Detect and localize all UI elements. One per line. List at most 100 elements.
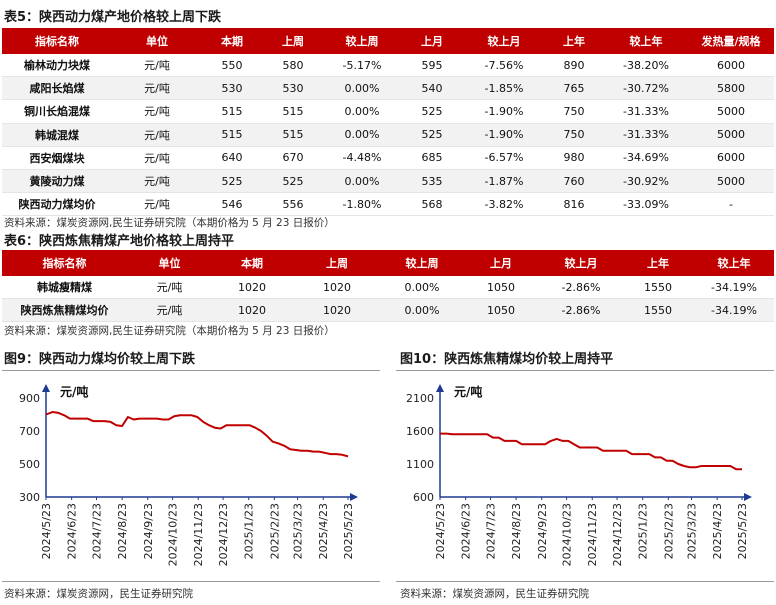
table-cell: - <box>688 192 774 217</box>
table-cell: 元/吨 <box>112 123 202 147</box>
table-cell: 540 <box>400 76 464 101</box>
row-label: 韩城瘦精煤 <box>2 276 127 299</box>
x-tick-label: 2024/10/23 <box>561 503 574 566</box>
y-axis-arrow <box>42 384 50 392</box>
x-tick-label: 2025/1/23 <box>243 503 256 559</box>
column-header: 较上年 <box>604 28 688 54</box>
x-tick-label: 2024/8/23 <box>510 503 523 559</box>
table-cell: 5800 <box>688 76 774 101</box>
table-cell: 元/吨 <box>127 276 212 299</box>
column-header: 较上周 <box>324 28 400 54</box>
table-cell: 0.00% <box>324 76 400 101</box>
table-cell: 元/吨 <box>112 146 202 170</box>
table-cell: 550 <box>202 54 262 78</box>
column-header: 单位 <box>127 250 212 276</box>
table-cell: 6000 <box>688 54 774 78</box>
table-cell: -1.80% <box>324 192 400 217</box>
table-row: 榆林动力块煤 元/吨 550 580 -5.17% 595 -7.56% 890 -38.20%… <box>2 54 774 78</box>
table-cell: 595 <box>400 54 464 78</box>
table-cell: -30.92% <box>604 169 688 194</box>
table-cell: 525 <box>262 169 324 194</box>
table-cell: 525 <box>202 169 262 194</box>
table-cell: 515 <box>202 99 262 124</box>
table-cell: 0.00% <box>382 276 462 299</box>
table-row: 陕西动力煤均价 元/吨 546 556 -1.80% 568 -3.82% 816 -33.09… <box>2 192 774 217</box>
table-cell: 元/吨 <box>112 169 202 194</box>
table-cell: -2.86% <box>540 298 622 322</box>
table-cell: -3.82% <box>464 192 544 217</box>
table-cell: -30.72% <box>604 76 688 101</box>
x-tick-label: 2025/4/23 <box>711 503 724 559</box>
table-cell: -1.90% <box>464 99 544 124</box>
row-label: 西安烟煤块 <box>2 146 112 170</box>
table-cell: 515 <box>262 99 324 124</box>
table-cell: -34.19% <box>694 298 774 322</box>
column-header: 指标名称 <box>2 28 112 54</box>
table-cell: 525 <box>400 99 464 124</box>
x-axis-arrow <box>350 493 358 501</box>
table5-source: 资料来源：煤炭资源网,民生证券研究院（本期价格为 5 月 23 日报价） <box>4 217 335 229</box>
y-tick-label: 900 <box>19 392 40 405</box>
table-cell: 816 <box>544 192 604 217</box>
figure9-svg: 元/吨 300 500 700 900 2024/5/23 2024/6/23 2024/7/… <box>19 384 358 566</box>
table5-header-row: 指标名称 单位 本期 上周 较上周 上月 较上月 上年 较上年 发热量/规格 <box>2 28 774 54</box>
column-header: 发热量/规格 <box>688 28 774 54</box>
figure10-svg: 元/吨 600 1100 1600 2100 2024/5/23 2024/6/23 2024… <box>406 384 752 566</box>
table-row: 韩城瘦精煤 元/吨 1020 1020 0.00% 1050 -2.86% 1550 -34.1… <box>2 276 774 299</box>
table-cell: 元/吨 <box>112 54 202 78</box>
x-tick-label: 2024/12/23 <box>217 503 230 566</box>
y-axis-label: 元/吨 <box>454 384 482 399</box>
table-cell: -2.86% <box>540 276 622 299</box>
x-tick-label: 2024/12/23 <box>611 503 624 566</box>
column-header: 上周 <box>292 250 382 276</box>
row-label: 陕西炼焦精煤均价 <box>2 298 127 322</box>
figure10-source: 资料来源：煤炭资源网，民生证券研究院 <box>400 588 589 600</box>
table-cell: 5000 <box>688 99 774 124</box>
x-tick-label: 2025/5/23 <box>736 503 749 559</box>
y-tick-label: 300 <box>19 491 40 504</box>
x-tick-label: 2024/9/23 <box>142 503 155 559</box>
column-header: 单位 <box>112 28 202 54</box>
table-cell: -1.85% <box>464 76 544 101</box>
table-cell: 1020 <box>212 276 292 299</box>
table-row: 咸阳长焰煤 元/吨 530 530 0.00% 540 -1.85% 765 -30.72% 58… <box>2 76 774 101</box>
table-cell: 0.00% <box>382 298 462 322</box>
table-cell: 元/吨 <box>112 99 202 124</box>
y-tick-label: 1600 <box>406 425 434 438</box>
table-cell: 0.00% <box>324 99 400 124</box>
table-cell: 1020 <box>292 276 382 299</box>
column-header: 指标名称 <box>2 250 127 276</box>
y-tick-label: 2100 <box>406 392 434 405</box>
table-cell: 1020 <box>292 298 382 322</box>
table-cell: 525 <box>400 123 464 147</box>
table-cell: 568 <box>400 192 464 217</box>
column-header: 上年 <box>622 250 694 276</box>
table-cell: 580 <box>262 54 324 78</box>
y-tick-label: 700 <box>19 425 40 438</box>
table-row: 铜川长焰混煤 元/吨 515 515 0.00% 525 -1.90% 750 -31.33% 5… <box>2 99 774 124</box>
x-tick-label: 2024/8/23 <box>116 503 129 559</box>
column-header: 上年 <box>544 28 604 54</box>
x-tick-label: 2024/5/23 <box>40 503 53 559</box>
table-cell: 640 <box>202 146 262 170</box>
table6: 指标名称 单位 本期 上周 较上周 上月 较上月 上年 较上年 韩城瘦精煤 元/吨 1020 1020… <box>2 250 774 322</box>
row-label: 黄陵动力煤 <box>2 169 112 194</box>
table-cell: -34.19% <box>694 276 774 299</box>
y-axis-label: 元/吨 <box>60 384 88 399</box>
x-tick-label: 2024/11/23 <box>586 503 599 566</box>
column-header: 本期 <box>202 28 262 54</box>
table6-header-row: 指标名称 单位 本期 上周 较上周 上月 较上月 上年 较上年 <box>2 250 774 276</box>
x-tick-label: 2024/10/23 <box>167 503 180 566</box>
figure9-chart: 元/吨 300 500 700 900 2024/5/23 2024/6/23 2024/7/… <box>2 370 380 582</box>
column-header: 较上年 <box>694 250 774 276</box>
table-cell: 670 <box>262 146 324 170</box>
y-axis-arrow <box>436 384 444 392</box>
x-tick-label: 2025/2/23 <box>662 503 675 559</box>
row-label: 铜川长焰混煤 <box>2 99 112 124</box>
table-cell: 980 <box>544 146 604 170</box>
table-row: 西安烟煤块 元/吨 640 670 -4.48% 685 -6.57% 980 -34.69% 6… <box>2 146 774 170</box>
x-tick-label: 2024/9/23 <box>536 503 549 559</box>
table5: 指标名称 单位 本期 上周 较上周 上月 较上月 上年 较上年 发热量/规格 榆林动力块煤 元/吨 5… <box>2 28 774 217</box>
x-tick-label: 2025/3/23 <box>292 503 305 559</box>
table-cell: 1550 <box>622 276 694 299</box>
